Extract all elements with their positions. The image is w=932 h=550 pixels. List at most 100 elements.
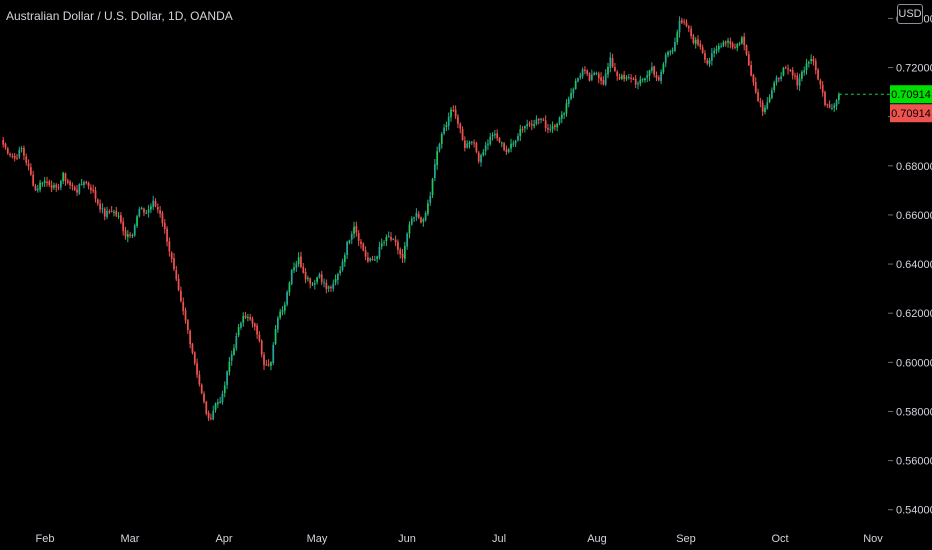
candle-body	[616, 71, 619, 77]
candle	[828, 100, 831, 109]
candle	[680, 17, 683, 25]
candle	[463, 136, 466, 152]
candle-body	[364, 250, 367, 257]
candle-body	[78, 184, 81, 194]
candle-body	[246, 316, 249, 318]
candle	[152, 195, 155, 211]
candle-body	[263, 354, 265, 366]
candle-body	[475, 142, 478, 152]
candle	[567, 96, 570, 108]
y-tick-label: 0.68000	[896, 161, 932, 173]
candle	[25, 153, 28, 166]
candle	[397, 239, 399, 255]
candle-body	[318, 274, 321, 278]
candle-body	[235, 335, 238, 349]
candle	[85, 180, 88, 185]
candle-body	[332, 283, 335, 289]
candle	[87, 181, 90, 190]
candle-body	[279, 311, 282, 318]
candle	[230, 350, 233, 366]
candle-body	[244, 315, 247, 318]
candle	[505, 145, 508, 155]
candle-body	[249, 317, 252, 320]
candle	[662, 62, 665, 75]
candle	[574, 78, 577, 90]
candle	[699, 40, 702, 50]
candle	[544, 115, 547, 132]
candle	[337, 272, 339, 285]
candle	[253, 322, 256, 331]
candle-body	[369, 258, 372, 261]
candle-body	[53, 185, 55, 188]
candle	[440, 132, 443, 149]
candle	[180, 286, 182, 303]
candle	[357, 230, 360, 246]
candle-body	[16, 157, 18, 159]
candle-body	[634, 78, 637, 85]
candle	[533, 120, 535, 129]
candle-body	[83, 182, 85, 186]
candle	[129, 232, 132, 239]
candle-body	[57, 187, 60, 189]
candle	[244, 311, 247, 320]
candle-body	[680, 20, 683, 23]
candle-body	[166, 228, 168, 242]
candle	[614, 62, 616, 72]
candle-body	[837, 94, 840, 101]
candle-body	[784, 67, 787, 69]
candle	[738, 41, 741, 46]
y-tick-label: 0.54000	[896, 505, 932, 517]
candle-body	[133, 225, 136, 236]
candle	[286, 290, 288, 307]
candle	[80, 179, 83, 186]
candles-layer	[2, 16, 840, 422]
candle-body	[581, 69, 584, 77]
candle-body	[812, 58, 815, 62]
candle	[276, 315, 279, 333]
currency-selector-button[interactable]: USD	[897, 4, 923, 24]
candle	[92, 184, 95, 194]
candle-body	[579, 75, 582, 78]
candle	[600, 72, 602, 85]
candle	[556, 122, 559, 132]
candle-body	[528, 123, 531, 125]
candle	[297, 252, 300, 267]
candle-body	[180, 290, 182, 302]
candle-body	[272, 344, 275, 364]
candle-body	[390, 236, 392, 240]
candle-body	[357, 233, 360, 241]
candle	[175, 265, 178, 282]
candle	[510, 138, 512, 153]
candle-body	[473, 142, 475, 144]
candle	[274, 325, 277, 346]
candle-body	[625, 77, 628, 79]
candle	[11, 153, 14, 159]
candle	[694, 37, 697, 49]
candle-body	[307, 278, 309, 280]
candle	[644, 77, 646, 83]
candle	[96, 198, 99, 206]
candle	[57, 184, 60, 191]
candle-body	[242, 316, 245, 323]
candle	[579, 72, 582, 80]
candle	[787, 64, 789, 75]
candle-body	[152, 200, 155, 208]
candle-body	[517, 135, 519, 141]
candle	[655, 71, 658, 82]
candle	[283, 301, 286, 315]
candle	[604, 69, 607, 87]
candle	[551, 121, 554, 133]
candle	[355, 221, 358, 237]
candle-body	[223, 385, 226, 394]
candle-body	[752, 75, 755, 83]
candle	[835, 98, 838, 111]
candle	[524, 125, 526, 133]
x-tick-label: Jul	[492, 533, 506, 545]
candle	[394, 235, 397, 247]
y-tick-label: 0.62000	[896, 308, 932, 320]
candle-body	[766, 102, 769, 109]
candle	[540, 117, 542, 124]
candle-body	[427, 203, 429, 214]
